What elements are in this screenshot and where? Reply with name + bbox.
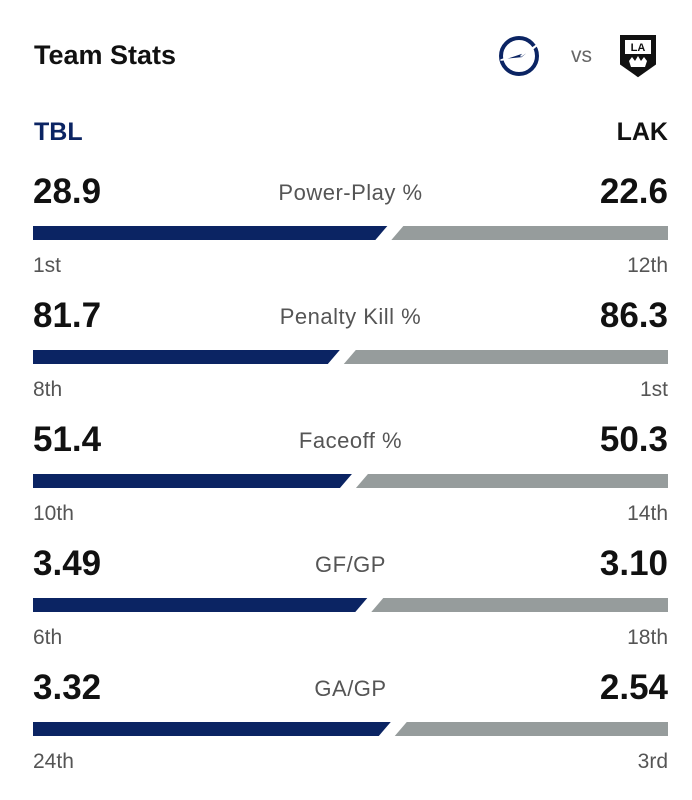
left-stat-rank: 1st bbox=[33, 254, 62, 277]
stat-row-power-play: 28.9 Power-Play % 22.6 1st 12th bbox=[33, 172, 668, 296]
right-stat-value: 22.6 bbox=[599, 172, 668, 211]
left-team-bar bbox=[33, 226, 388, 240]
vs-label: vs bbox=[571, 44, 592, 67]
stat-row-gf-gp: 3.49 GF/GP 3.10 6th 18th bbox=[33, 544, 668, 668]
left-team-bar bbox=[33, 722, 391, 736]
stat-row-faceoff: 51.4 Faceoff % 50.3 10th 14th bbox=[33, 420, 668, 544]
left-team-bar bbox=[33, 598, 368, 612]
stat-row-penalty-kill: 81.7 Penalty Kill % 86.3 8th 1st bbox=[33, 296, 668, 420]
left-stat-rank: 10th bbox=[33, 502, 74, 525]
left-stat-value: 3.32 bbox=[33, 668, 102, 707]
right-stat-value: 50.3 bbox=[599, 420, 668, 459]
card-title: Team Stats bbox=[34, 40, 177, 70]
right-team-bar bbox=[343, 350, 668, 364]
comparison-bar bbox=[33, 598, 668, 612]
comparison-bar bbox=[33, 350, 668, 364]
left-stat-rank: 24th bbox=[33, 750, 74, 773]
right-stat-rank: 1st bbox=[639, 378, 668, 401]
right-team-abbr: LAK bbox=[616, 118, 668, 146]
left-stat-value: 51.4 bbox=[33, 420, 102, 459]
comparison-bar-svg bbox=[33, 350, 668, 364]
right-stat-value: 86.3 bbox=[599, 296, 668, 335]
lightning-logo-icon bbox=[495, 34, 545, 78]
stat-label: GA/GP bbox=[314, 676, 387, 701]
right-stat-rank: 18th bbox=[627, 626, 668, 649]
stat-label: Power-Play % bbox=[278, 180, 423, 205]
right-team-bar bbox=[371, 598, 668, 612]
left-stat-rank: 8th bbox=[33, 378, 63, 401]
comparison-bar-svg bbox=[33, 598, 668, 612]
left-stat-value: 81.7 bbox=[33, 296, 102, 335]
right-stat-rank: 12th bbox=[627, 254, 668, 277]
right-team-bar bbox=[355, 474, 668, 488]
left-team-abbr: TBL bbox=[34, 118, 83, 146]
comparison-bar-svg bbox=[33, 226, 668, 240]
left-stat-value: 3.49 bbox=[33, 544, 102, 583]
right-team-bar bbox=[391, 226, 668, 240]
right-stat-value: 2.54 bbox=[599, 668, 668, 707]
right-stat-value: 3.10 bbox=[599, 544, 668, 583]
right-stat-rank: 14th bbox=[627, 502, 668, 525]
left-stat-rank: 6th bbox=[33, 626, 63, 649]
svg-text:LA: LA bbox=[631, 42, 646, 54]
stat-label: Faceoff % bbox=[298, 428, 403, 453]
stat-row-ga-gp: 3.32 GA/GP 2.54 24th 3rd bbox=[33, 668, 668, 792]
kings-logo-icon: LA bbox=[618, 34, 658, 78]
comparison-bar-svg bbox=[33, 474, 668, 488]
stat-label: Penalty Kill % bbox=[279, 304, 422, 329]
comparison-bar bbox=[33, 722, 668, 736]
left-team-bar bbox=[33, 350, 340, 364]
comparison-bar bbox=[33, 226, 668, 240]
comparison-bar-svg bbox=[33, 722, 668, 736]
stat-label: GF/GP bbox=[315, 552, 386, 577]
card-header: Team Stats vs LA bbox=[34, 34, 658, 78]
comparison-bar bbox=[33, 474, 668, 488]
left-team-bar bbox=[33, 474, 352, 488]
right-stat-rank: 3rd bbox=[637, 750, 668, 773]
left-stat-value: 28.9 bbox=[33, 172, 102, 211]
matchup-logos: vs LA bbox=[495, 34, 658, 78]
right-team-bar bbox=[394, 722, 668, 736]
